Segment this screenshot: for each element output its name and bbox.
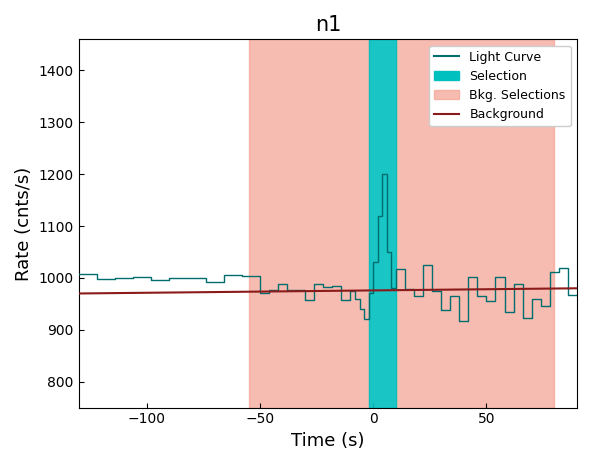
Bar: [249, 40, 369, 408]
X-axis label: Time (s): Time (s): [291, 432, 365, 450]
Bar: [369, 40, 396, 408]
Legend: Light Curve, Selection, Bkg. Selections, Background: Light Curve, Selection, Bkg. Selections,…: [430, 46, 571, 126]
Y-axis label: Rate (cnts/s): Rate (cnts/s): [15, 166, 33, 280]
Title: n1: n1: [314, 15, 341, 35]
Bar: [396, 40, 554, 408]
